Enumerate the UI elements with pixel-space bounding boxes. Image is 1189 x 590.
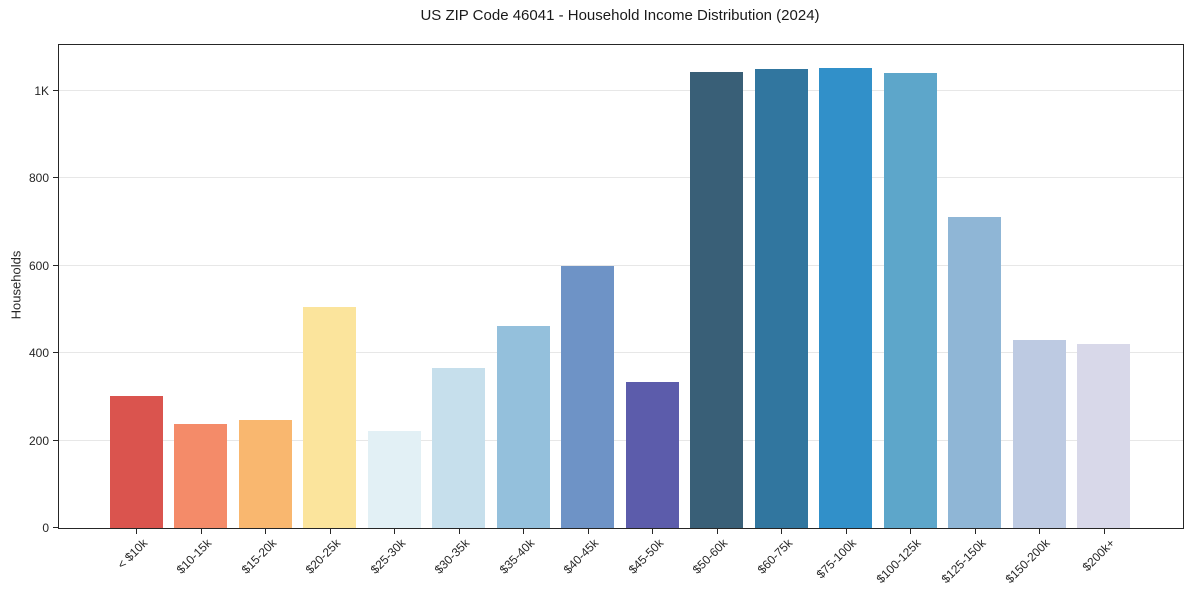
bar-$30-35k	[432, 368, 485, 528]
x-tick	[394, 529, 395, 534]
x-tick-label: $40-45k	[560, 536, 602, 577]
bar-$45-50k	[625, 382, 679, 528]
x-tick	[910, 529, 911, 534]
x-tick-label: $125-150k	[938, 536, 989, 587]
x-tick	[1039, 529, 1040, 534]
bar-$150-200k	[1012, 339, 1066, 528]
gridline-1K	[59, 89, 1183, 91]
x-tick-label: $35-40k	[496, 536, 537, 577]
x-tick-label: $75-100k	[814, 536, 860, 582]
bar-$200k+	[1077, 344, 1130, 528]
x-tick-label: $50-60k	[689, 536, 731, 577]
x-tick	[265, 529, 266, 534]
x-tick-label: $10-15k	[173, 536, 215, 577]
bar-$25-30k	[367, 431, 421, 528]
x-tick-label: $100-125k	[873, 536, 924, 587]
y-tick-label: 1K	[34, 83, 49, 98]
y-tick	[53, 264, 58, 266]
bar-$15-20k	[238, 419, 292, 528]
x-tick-label: $25-30k	[367, 536, 408, 577]
y-tick	[53, 89, 58, 91]
bar-$10-15k	[174, 423, 227, 528]
y-tick-label: 0	[42, 521, 49, 535]
y-tick-label: 600	[28, 258, 49, 273]
bar-$50-60k	[690, 71, 743, 528]
x-tick	[458, 529, 460, 534]
bar-$40-45k	[561, 265, 614, 528]
x-tick-label: $15-20k	[238, 536, 279, 577]
x-tick	[329, 529, 331, 534]
x-tick	[587, 529, 589, 534]
plot-area	[58, 44, 1184, 529]
x-tick	[974, 529, 976, 534]
x-tick	[1103, 529, 1105, 534]
bar-$20-25k	[303, 306, 356, 528]
gridline-800	[59, 177, 1183, 179]
bar-$60-75k	[754, 69, 808, 528]
x-tick	[781, 529, 782, 534]
chart-title: US ZIP Code 46041 - Household Income Dis…	[420, 7, 820, 24]
y-tick	[53, 177, 58, 179]
x-tick-label: $30-35k	[431, 536, 473, 577]
x-tick-label: $45-50k	[625, 536, 666, 577]
x-tick-label: $200k+	[1079, 536, 1118, 574]
x-tick-label: $150-200k	[1002, 536, 1053, 587]
y-tick	[53, 527, 58, 528]
bar-$75-100k	[819, 68, 872, 528]
x-tick	[200, 529, 202, 534]
x-tick-label: $60-75k	[754, 536, 795, 577]
bar-$100-125k	[883, 73, 937, 528]
y-tick-label: 800	[28, 171, 49, 186]
x-tick	[652, 529, 653, 534]
x-tick-label: < $10k	[114, 536, 150, 572]
gridline-400	[59, 352, 1183, 354]
x-tick	[716, 529, 718, 534]
bar-< $10k	[109, 395, 163, 528]
gridline-200	[59, 439, 1183, 441]
x-tick	[136, 529, 137, 534]
y-axis-label: Households	[8, 250, 24, 320]
x-tick	[523, 529, 524, 534]
y-tick-label: 200	[28, 433, 49, 448]
y-tick	[53, 352, 58, 354]
y-tick-label: 400	[28, 346, 49, 361]
x-tick	[845, 529, 847, 534]
y-tick	[53, 439, 58, 441]
bar-$35-40k	[496, 325, 550, 528]
bar-$125-150k	[948, 216, 1001, 528]
x-tick-label: $20-25k	[302, 536, 344, 577]
gridline-600	[59, 264, 1183, 266]
